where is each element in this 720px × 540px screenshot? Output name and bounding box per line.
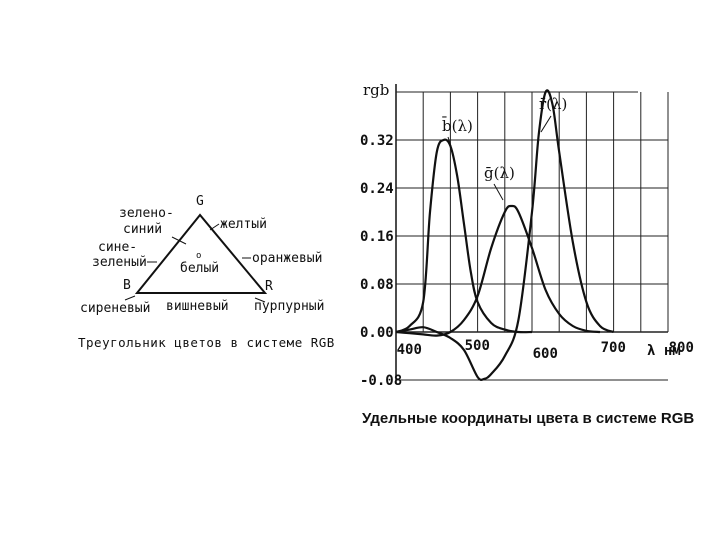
violet-leader (124, 295, 136, 301)
y-tick-label-2: 0.16 (360, 229, 394, 245)
purple-leader (254, 297, 266, 303)
blue-green-label-line2: синий (123, 222, 162, 237)
vertex-r-label: R (265, 279, 273, 294)
chart-title: Удельные координаты цвета в системе RGB (362, 410, 694, 427)
chart-axes (395, 84, 638, 384)
y-tick-label-4: 0.00 (360, 325, 394, 341)
y-tick-labels: 0.32 0.24 0.16 0.08 0.00 -0.08 (360, 133, 402, 389)
chart-grid (395, 92, 669, 381)
color-triangle (134, 213, 268, 294)
series-label-g: ḡ(λ) (484, 164, 515, 182)
curve-r (395, 89, 615, 381)
green-blue-label-line2: зеленый (92, 255, 147, 270)
triangle-caption: Треугольник цветов в системе RGB (78, 335, 335, 350)
chart-curves (395, 89, 615, 381)
y-tick-label-3: 0.08 (360, 277, 394, 293)
y-tick-label-5: -0.08 (360, 373, 402, 389)
green-blue-label-line1: сине- (98, 240, 137, 255)
series-g-leader (493, 183, 504, 201)
vertex-g-label: G (196, 194, 204, 209)
x-tick-label-1: 500 (465, 338, 490, 354)
x-tick-label-0: 400 (397, 342, 422, 358)
orange-label: оранжевый (252, 251, 322, 266)
blue-green-label-line1: зелено- (119, 206, 174, 221)
x-tick-label-4: 800 (669, 340, 694, 356)
spectral-chart: 0.32 0.24 0.16 0.08 0.00 -0.08 400 500 600 700 80… (360, 81, 694, 427)
white-label: белый (180, 261, 219, 276)
series-label-r: r̄(λ) (539, 95, 567, 113)
yellow-label: желтый (220, 217, 267, 232)
x-tick-labels: 400 500 600 700 800 (397, 338, 694, 362)
y-tick-label-1: 0.24 (360, 181, 394, 197)
x-tick-label-3: 700 (601, 340, 626, 356)
y-axis-label: rgb (363, 81, 389, 99)
x-tick-label-2: 600 (533, 346, 558, 362)
white-point-marker: o (196, 251, 201, 261)
color-triangle-diagram: G B R o зелено- синий сине- зеленый желт… (78, 194, 335, 350)
series-b-leader (447, 136, 452, 147)
series-label-b: b̄(λ) (442, 117, 473, 135)
vertex-b-label: B (123, 278, 131, 293)
y-tick-label-0: 0.32 (360, 133, 394, 149)
curve-b (395, 138, 533, 334)
series-r-leader (540, 115, 552, 133)
violet-label: сиреневый (80, 301, 150, 316)
blue-green-leader (171, 236, 187, 245)
cherry-label: вишневый (166, 299, 229, 314)
curve-g (395, 204, 601, 337)
purple-label: пурпурный (254, 299, 324, 314)
x-axis-unit-label: λ нм (647, 343, 681, 359)
yellow-leader (209, 223, 220, 231)
